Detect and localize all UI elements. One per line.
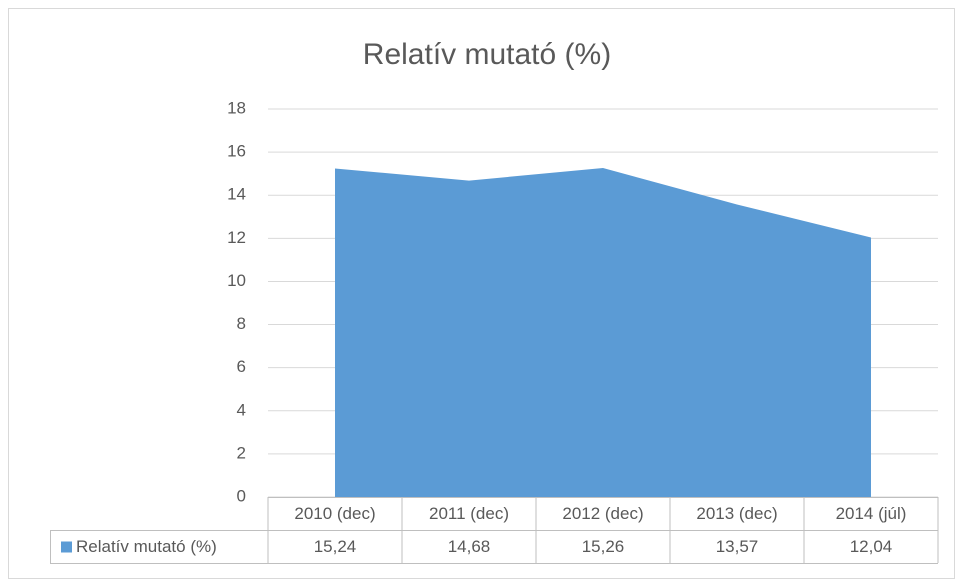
legend-label: Relatív mutató (%) [76,537,217,556]
y-tick-label: 12 [227,228,246,247]
x-tick-label: 2013 (dec) [696,504,777,523]
data-label: 12,04 [850,537,893,556]
y-tick-label: 6 [237,357,246,376]
data-label: 15,26 [582,537,625,556]
y-tick-label: 18 [227,98,246,117]
y-tick-label: 2 [237,443,246,462]
area [335,168,871,497]
chart-title: Relatív mutató (%) [363,38,611,71]
y-tick-label: 16 [227,142,246,161]
x-tick-label: 2012 (dec) [562,504,643,523]
y-tick-label: 0 [237,486,246,505]
y-tick-label: 4 [237,400,246,419]
legend-swatch [61,541,72,553]
y-tick-label: 14 [227,185,246,204]
x-tick-label: 2014 (júl) [836,504,907,523]
data-label: 14,68 [448,537,491,556]
y-tick-label: 10 [227,271,246,290]
data-label: 15,24 [314,537,357,556]
x-tick-label: 2011 (dec) [429,504,509,523]
data-label: 13,57 [716,537,759,556]
x-tick-label: 2010 (dec) [294,504,375,523]
y-tick-label: 8 [237,314,246,333]
